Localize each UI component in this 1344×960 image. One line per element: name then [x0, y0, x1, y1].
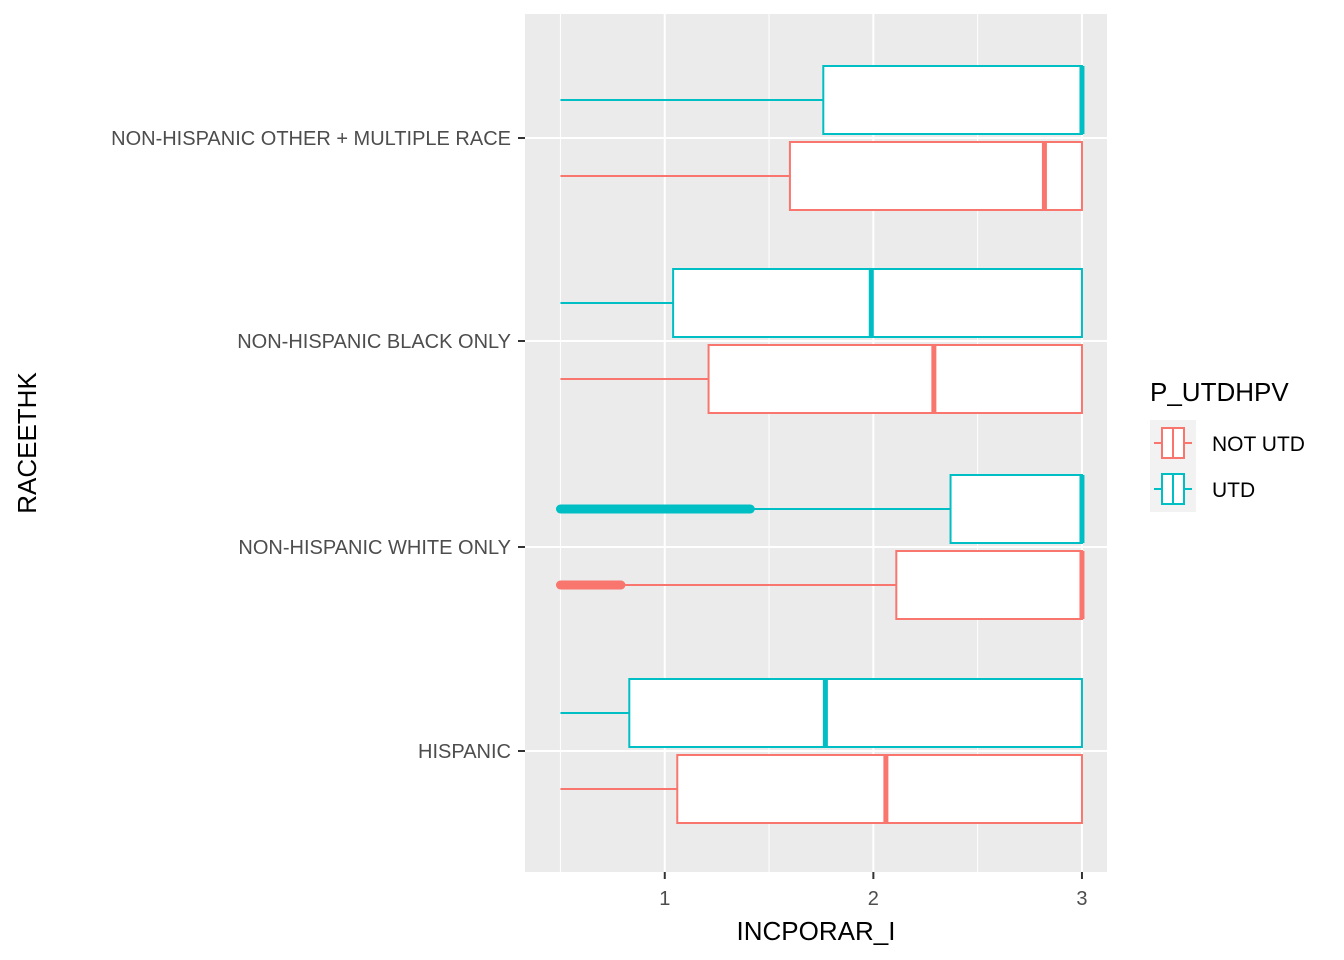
y-tick-label: HISPANIC: [418, 741, 511, 763]
box-body: [707, 344, 1083, 414]
legend-label: NOT UTD: [1212, 433, 1305, 456]
grid-lines: [525, 14, 1107, 872]
box-body: [822, 65, 1083, 135]
y-tick-label: NON-HISPANIC BLACK ONLY: [237, 331, 511, 353]
legend-label: UTD: [1212, 479, 1255, 502]
box-utd-1: [555, 474, 1085, 544]
box-utd-0: [560, 678, 1083, 748]
legend-keys: NOT UTD UTD: [1150, 420, 1305, 512]
box-not-utd-1: [555, 550, 1085, 620]
box-body: [628, 678, 1083, 748]
axes: 1 2 3 HISPANIC NON-HISPANIC WHITE ONLY NON-HI…: [111, 128, 1087, 910]
legend-key-utd: UTD: [1150, 466, 1255, 512]
box-utd-3: [560, 65, 1085, 135]
x-tick-label: 1: [659, 888, 670, 910]
x-axis-title: INCPORAR_I: [737, 916, 896, 946]
y-axis-title: RACEETHK: [12, 372, 42, 514]
box-not-utd-0: [560, 754, 1083, 824]
x-tick-label: 3: [1076, 888, 1087, 910]
box-body: [676, 754, 1083, 824]
legend-key-not-utd: NOT UTD: [1150, 420, 1305, 466]
y-tick-label: NON-HISPANIC WHITE ONLY: [238, 537, 511, 559]
box-utd-2: [560, 268, 1083, 338]
box-body: [788, 141, 1083, 211]
legend-title: P_UTDHPV: [1150, 377, 1289, 407]
box-body: [949, 474, 1083, 544]
legend: P_UTDHPV NOT UTD UTD: [1150, 377, 1305, 512]
box-not-utd-2: [560, 344, 1083, 414]
y-tick-label: NON-HISPANIC OTHER + MULTIPLE RACE: [111, 128, 511, 150]
boxes: [555, 65, 1085, 824]
box-not-utd-3: [560, 141, 1083, 211]
x-tick-label: 2: [868, 888, 879, 910]
box-body: [672, 268, 1083, 338]
box-body: [895, 550, 1083, 620]
